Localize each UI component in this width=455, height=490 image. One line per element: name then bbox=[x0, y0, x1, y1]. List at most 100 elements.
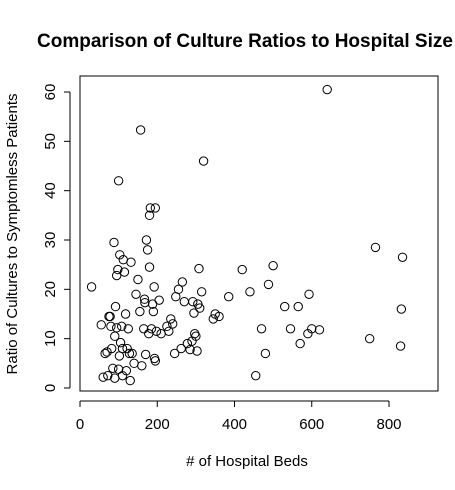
y-tick-label: 50 bbox=[42, 133, 59, 150]
data-point bbox=[127, 348, 137, 359]
data-point bbox=[214, 311, 224, 322]
data-point bbox=[125, 375, 135, 386]
data-point bbox=[120, 309, 131, 319]
x-tick-label: 200 bbox=[145, 416, 170, 433]
data-point bbox=[370, 242, 381, 253]
x-tick-label: 0 bbox=[76, 416, 84, 433]
data-point bbox=[108, 363, 118, 373]
data-point bbox=[224, 292, 234, 302]
data-point bbox=[135, 306, 145, 317]
data-point bbox=[182, 338, 193, 349]
data-point bbox=[179, 296, 189, 307]
x-tick-label: 600 bbox=[299, 416, 324, 433]
y-tick-label: 0 bbox=[42, 384, 59, 392]
data-point bbox=[144, 262, 155, 272]
data-point bbox=[168, 319, 178, 329]
y-axis: 0 10 20 30 40 50 60 bbox=[42, 84, 71, 392]
data-point bbox=[146, 324, 157, 334]
data-point bbox=[189, 308, 199, 318]
data-point bbox=[256, 324, 267, 334]
data-point bbox=[148, 306, 159, 317]
data-point bbox=[111, 270, 122, 281]
data-points bbox=[86, 84, 408, 386]
data-point bbox=[122, 343, 132, 354]
data-point bbox=[285, 324, 296, 334]
data-point bbox=[121, 366, 132, 376]
x-axis-label: # of Hospital Beds bbox=[186, 453, 308, 470]
data-point bbox=[173, 284, 184, 295]
data-point bbox=[149, 282, 159, 292]
y-tick-label: 30 bbox=[42, 232, 59, 249]
data-point bbox=[115, 337, 126, 348]
data-point bbox=[162, 321, 172, 332]
data-point bbox=[113, 176, 124, 186]
data-point bbox=[164, 326, 174, 336]
data-point bbox=[105, 311, 115, 322]
data-point bbox=[98, 372, 108, 382]
chart-title: Comparison of Culture Ratios to Hospital… bbox=[37, 31, 453, 52]
y-axis-label: Ratio of Cultures to Symptomless Patient… bbox=[4, 94, 21, 375]
data-point bbox=[110, 301, 121, 312]
data-point bbox=[106, 321, 116, 332]
data-point bbox=[144, 329, 154, 339]
data-point bbox=[133, 274, 143, 285]
data-point bbox=[115, 250, 125, 260]
data-point bbox=[110, 373, 120, 383]
data-point bbox=[245, 287, 255, 297]
data-point bbox=[194, 263, 204, 274]
data-point bbox=[251, 370, 261, 381]
data-point bbox=[117, 321, 127, 332]
data-point bbox=[195, 303, 205, 313]
data-point bbox=[139, 324, 149, 334]
data-point bbox=[304, 289, 314, 299]
data-point bbox=[142, 245, 153, 255]
data-point bbox=[280, 301, 290, 312]
data-point bbox=[191, 331, 201, 341]
data-point bbox=[137, 361, 147, 371]
data-point bbox=[396, 304, 407, 314]
data-point bbox=[395, 341, 406, 351]
data-point bbox=[177, 277, 188, 287]
data-point bbox=[113, 264, 123, 275]
data-point bbox=[176, 343, 186, 354]
data-point bbox=[154, 295, 164, 305]
plot-frame bbox=[79, 75, 439, 392]
data-point bbox=[139, 294, 150, 304]
data-point bbox=[307, 324, 317, 334]
data-point bbox=[100, 348, 110, 359]
data-point bbox=[131, 289, 141, 299]
data-point bbox=[293, 301, 303, 312]
data-point bbox=[208, 314, 218, 324]
data-point bbox=[268, 260, 278, 271]
x-axis: 0 200 400 600 800 bbox=[76, 400, 402, 433]
data-point bbox=[188, 296, 198, 307]
data-point bbox=[126, 257, 136, 267]
data-point bbox=[103, 370, 113, 381]
data-point bbox=[109, 237, 119, 248]
data-point bbox=[111, 323, 122, 333]
x-tick-label: 800 bbox=[376, 416, 401, 433]
data-point bbox=[150, 356, 161, 366]
data-point bbox=[140, 349, 151, 360]
data-point bbox=[169, 348, 180, 359]
data-point bbox=[192, 346, 202, 356]
data-point bbox=[295, 338, 305, 349]
data-point bbox=[150, 203, 161, 213]
y-tick-label: 60 bbox=[42, 84, 59, 101]
data-point bbox=[119, 267, 130, 277]
data-point bbox=[106, 343, 117, 354]
data-point bbox=[151, 326, 162, 336]
data-point bbox=[123, 324, 133, 334]
y-tick-label: 40 bbox=[42, 182, 59, 199]
data-point bbox=[397, 252, 408, 262]
data-point bbox=[86, 282, 97, 292]
data-point bbox=[237, 264, 247, 275]
data-point bbox=[129, 358, 139, 369]
data-point bbox=[141, 235, 152, 245]
x-tick-label: 400 bbox=[222, 416, 247, 433]
data-point bbox=[117, 343, 128, 354]
data-point bbox=[196, 287, 207, 297]
y-tick-label: 20 bbox=[42, 281, 59, 298]
data-point bbox=[145, 203, 155, 213]
data-point bbox=[314, 325, 325, 335]
